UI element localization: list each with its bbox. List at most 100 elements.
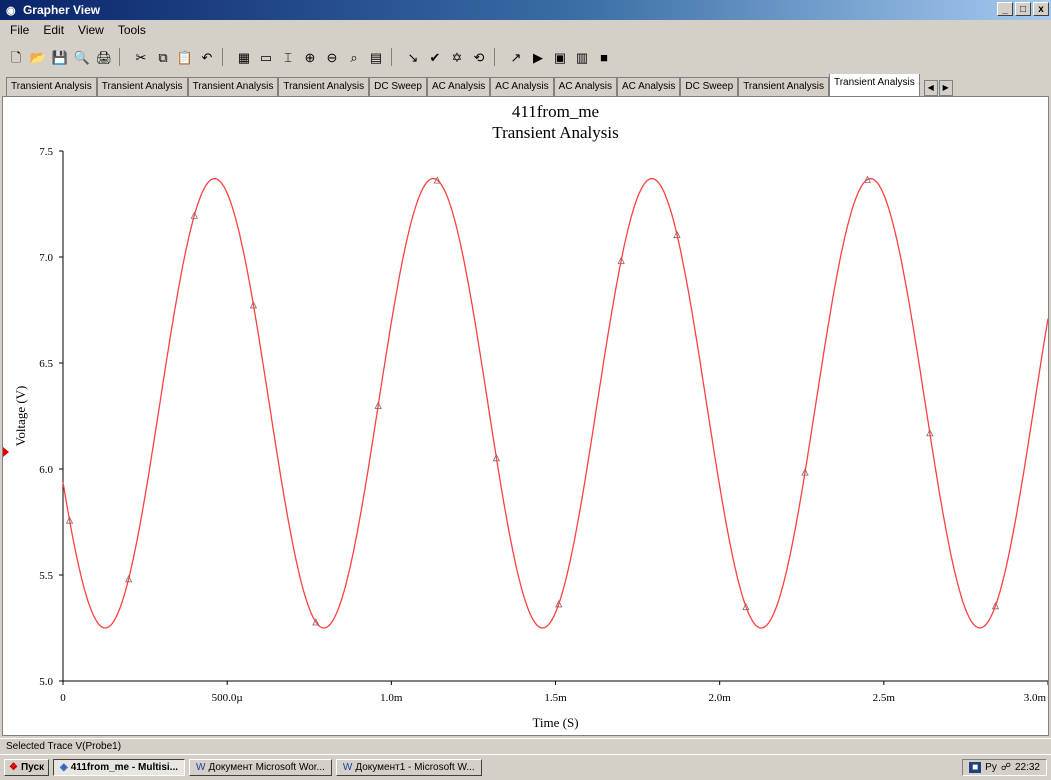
y-tick-label: 7.0 xyxy=(39,252,53,264)
excel-export-icon[interactable]: ▣ xyxy=(553,49,567,65)
graph-area[interactable]: 411from_me Transient Analysis 5.0 5.5 6.0 6.5… xyxy=(2,96,1049,736)
data-marker xyxy=(190,211,198,219)
taskbar-item-label: Документ1 - Microsoft W... xyxy=(355,762,475,773)
tray-app-icon[interactable]: ■ xyxy=(969,762,982,773)
chart-title: 411from_me xyxy=(512,102,599,121)
properties-icon[interactable]: ▤ xyxy=(369,49,383,65)
tab-dc-sweep[interactable]: DC Sweep xyxy=(680,77,739,96)
chart-subtitle: Transient Analysis xyxy=(492,123,618,142)
y-tick-label: 6.0 xyxy=(39,464,53,476)
data-marker xyxy=(374,401,382,409)
x-tick-label: 2.0m xyxy=(709,692,732,704)
y-axis-label: Voltage (V) xyxy=(13,386,28,447)
x-tick-label: 1.0m xyxy=(380,692,403,704)
data-marker xyxy=(801,468,809,476)
minimize-button[interactable]: _ xyxy=(997,2,1013,16)
marker-icon[interactable]: ▶ xyxy=(533,49,543,65)
mathcad-export-icon[interactable]: ▥ xyxy=(575,49,589,65)
undo-icon[interactable]: ↶ xyxy=(201,49,213,65)
restore-icon[interactable]: ⟲ xyxy=(473,49,485,65)
tab-transient-analysis[interactable]: Transient Analysis xyxy=(6,77,97,96)
zoom-out-icon[interactable]: ⊖ xyxy=(326,49,338,65)
x-axis-label: Time (S) xyxy=(532,715,578,730)
y-tick-label: 7.5 xyxy=(39,146,53,158)
data-marker xyxy=(555,600,563,608)
word-icon: W xyxy=(196,762,206,773)
toolbar: 🗋 📂 💾 🔍 🖨 ✂ ⧉ 📋 ↶ ▦ ▭ ⌶ ⊕ ⊖ ⌕ ▤ ↘ ✔ ✡ ⟲ ↗ ▶ ▣ ▥ ■ xyxy=(0,40,1051,74)
tab-transient-analysis[interactable]: Transient Analysis xyxy=(187,77,279,96)
app-icon: ◉ xyxy=(6,5,16,17)
taskbar-item[interactable]: W Документ1 - Microsoft W... xyxy=(335,759,482,776)
clock: 22:32 xyxy=(1014,762,1040,773)
menu-tools[interactable]: Tools xyxy=(117,23,146,37)
cursor-select-icon[interactable]: ↗ xyxy=(510,49,522,65)
new-icon[interactable]: 🗋 xyxy=(10,49,22,65)
toolbar-separator xyxy=(391,48,398,66)
toolbar-separator xyxy=(494,48,501,66)
data-marker xyxy=(312,618,320,626)
open-icon[interactable]: 📂 xyxy=(29,49,47,65)
toolbar-separator xyxy=(119,48,126,66)
taskbar-item[interactable]: ◈ 411from_me - Multisi... xyxy=(53,759,186,776)
taskbar-item[interactable]: W Документ Microsoft Wor... xyxy=(189,759,332,776)
maximize-button[interactable]: □ xyxy=(1015,2,1031,16)
taskbar: ❖ Пуск ◈ 411from_me - Multisi... W Документ… xyxy=(0,754,1051,780)
legend-icon[interactable]: ▭ xyxy=(259,49,273,65)
toolbar-separator xyxy=(222,48,229,66)
menu-view[interactable]: View xyxy=(78,23,104,37)
zoom-area-icon[interactable]: ⌕ xyxy=(350,49,358,65)
windows-logo-icon: ❖ xyxy=(9,762,18,773)
toggle-bw-icon[interactable]: ↘ xyxy=(407,49,419,65)
series-line xyxy=(62,177,1048,629)
print-preview-icon[interactable]: 🔍 xyxy=(73,49,91,65)
tab-ac-analysis[interactable]: AC Analysis xyxy=(617,77,681,96)
data-marker xyxy=(65,516,74,524)
tab-ac-analysis[interactable]: AC Analysis xyxy=(553,77,618,96)
window-title: Grapher View xyxy=(22,3,101,17)
close-button[interactable]: x xyxy=(1033,2,1049,16)
x-tick-label: 2.5m xyxy=(873,692,896,704)
tab-transient-analysis[interactable]: Transient Analysis xyxy=(96,77,188,96)
save-icon[interactable]: 💾 xyxy=(51,49,69,65)
status-text: Selected Trace V(Probe1) xyxy=(6,741,122,752)
analysis-tabs: Transient Analysis Transient Analysis Tran… xyxy=(0,74,1051,96)
menu-file[interactable]: File xyxy=(10,23,30,37)
language-indicator[interactable]: Ру xyxy=(985,762,997,773)
y-tick-label: 6.5 xyxy=(39,358,53,370)
data-marker xyxy=(863,175,872,183)
system-tray: ■ Ру ☍ 22:32 xyxy=(962,759,1047,776)
paste-icon[interactable]: 📋 xyxy=(176,49,194,65)
start-button[interactable]: ❖ Пуск xyxy=(4,759,50,776)
tab-dc-sweep[interactable]: DC Sweep xyxy=(369,77,427,96)
tab-transient-analysis[interactable]: Transient Analysis xyxy=(828,74,920,96)
print-icon[interactable]: 🖨 xyxy=(95,49,113,65)
tab-ac-analysis[interactable]: AC Analysis xyxy=(426,77,491,96)
scroll-right-icon[interactable]: ▶ xyxy=(938,80,953,96)
x-tick-label: 3.0m xyxy=(1024,692,1047,704)
zoom-in-icon[interactable]: ⊕ xyxy=(304,49,316,65)
transient-chart[interactable]: 411from_me Transient Analysis 5.0 5.5 6.0 6.5… xyxy=(3,97,1048,735)
multisim-icon: ◈ xyxy=(60,762,68,773)
x-tick-label: 0 xyxy=(60,692,66,704)
record-icon[interactable]: ■ xyxy=(600,49,608,65)
cursor-marker-icon xyxy=(3,447,9,458)
window-controls: _ □ x xyxy=(997,2,1049,16)
status-bar: Selected Trace V(Probe1) xyxy=(0,738,1051,754)
export-icon[interactable]: ✡ xyxy=(451,49,463,65)
data-marker xyxy=(249,301,258,309)
data-marker xyxy=(991,601,1000,610)
tab-ac-analysis[interactable]: AC Analysis xyxy=(490,77,554,96)
network-icon[interactable]: ☍ xyxy=(1000,762,1011,773)
grid-icon[interactable]: ▦ xyxy=(237,49,251,65)
tab-transient-analysis[interactable]: Transient Analysis xyxy=(738,77,829,96)
menu-edit[interactable]: Edit xyxy=(43,23,65,37)
cut-icon[interactable]: ✂ xyxy=(135,49,147,65)
copy-icon[interactable]: ⧉ xyxy=(158,49,168,65)
data-marker xyxy=(433,176,441,184)
x-tick-label: 1.5m xyxy=(544,692,567,704)
tab-transient-analysis[interactable]: Transient Analysis xyxy=(278,77,370,96)
overlay-icon[interactable]: ✔ xyxy=(429,49,441,65)
data-marker xyxy=(742,602,750,611)
cursors-icon[interactable]: ⌶ xyxy=(284,49,292,65)
scroll-left-icon[interactable]: ◀ xyxy=(923,80,938,96)
